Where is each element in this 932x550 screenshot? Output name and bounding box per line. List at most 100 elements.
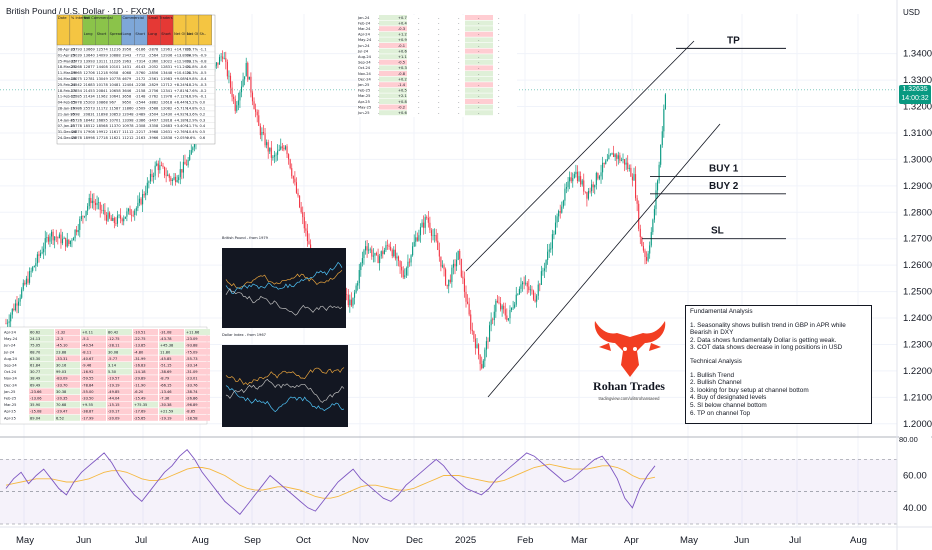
candle-body: [132, 214, 134, 216]
seasonality-cell: -: [418, 27, 420, 31]
cot-cell: 10701: [109, 118, 120, 122]
candle-body: [388, 245, 390, 247]
candle-body: [410, 255, 412, 263]
candle-body: [77, 229, 79, 233]
monthly-cell: 75.05: [30, 344, 40, 348]
candle-body: [10, 314, 12, 322]
cot-cell: 25.7%: [187, 48, 199, 52]
time-tick-label: Nov: [352, 535, 369, 546]
candle-body: [292, 176, 294, 179]
seasonality-cell-bg: [465, 26, 493, 32]
monthly-cell-bg: [185, 329, 210, 335]
monthly-cell-bg: [133, 335, 158, 342]
cot-cell: 12048: [122, 112, 134, 116]
candle-body: [120, 215, 122, 219]
seasonality-cell: -0.5: [398, 61, 405, 65]
candle-body: [386, 245, 389, 246]
candle-body: [129, 208, 131, 215]
candle-body: [107, 212, 109, 221]
seasonality-cell-bg: [465, 71, 493, 76]
cot-cell: 33773: [71, 59, 82, 63]
cot-cell: 13448: [161, 71, 173, 75]
candle-body: [21, 289, 23, 298]
cot-cell: 11370: [109, 124, 121, 128]
candle-body: [427, 218, 429, 223]
monthly-cell: -96.89: [186, 403, 198, 407]
cot-cell: 18-Feb-25: [58, 89, 76, 93]
cot-cell: -2489: [135, 112, 146, 116]
candle-body: [171, 179, 173, 181]
candle-body: [52, 231, 54, 241]
candle-body: [465, 291, 467, 302]
rsi-top-label: 80.00: [899, 435, 931, 444]
candle-body: [608, 155, 610, 160]
candle-body: [302, 212, 304, 218]
trendlines[interactable]: [465, 40, 721, 398]
candle-body: [493, 311, 495, 321]
seasonality-cell: -: [378, 100, 380, 104]
monthly-cell-bg: [107, 414, 132, 421]
candle-body: [217, 62, 219, 65]
candle-body: [592, 184, 594, 188]
monthly-cell-bg: [107, 335, 132, 342]
candle-body: [346, 294, 348, 295]
seasonality-cell: -: [458, 83, 460, 87]
seasonality-cell: -: [498, 16, 500, 20]
candle-body: [30, 270, 32, 272]
cot-cell: 12618: [161, 101, 173, 105]
monthly-cell-bg: [55, 395, 80, 401]
monthly-cell-bg: [55, 368, 80, 375]
cot-cell: -6143: [135, 65, 145, 69]
monthly-cell: -17.69: [134, 410, 146, 414]
candle-body: [419, 227, 422, 236]
cot-cell: +6.44%: [174, 101, 189, 105]
monthly-cell-bg: [159, 395, 184, 401]
candle-body: [518, 288, 520, 295]
candle-body: [653, 208, 655, 220]
candle-body: [454, 263, 456, 267]
candle-body: [573, 174, 575, 179]
seasonality-cell: -: [418, 105, 420, 109]
candle-body: [13, 308, 15, 311]
seasonality-cell-bg: [379, 20, 407, 26]
monthly-cell: 24.13: [30, 337, 40, 341]
cot-cell: 1963: [122, 59, 131, 63]
price-levels[interactable]: TP BUY 1 BUY 2 SL: [642, 35, 786, 240]
cot-cell: 11216: [109, 48, 121, 52]
candle-body: [85, 210, 87, 217]
candle-body: [355, 285, 357, 293]
seasonality-cell: -: [418, 111, 420, 115]
monthly-cell: -83.09: [56, 377, 68, 381]
candle-body: [295, 182, 297, 193]
candle-body: [8, 321, 10, 323]
candle-body: [639, 228, 641, 238]
candle-body: [60, 234, 62, 244]
seasonality-cell: -: [418, 77, 420, 81]
monthly-cell: -78.84: [82, 383, 94, 387]
cot-cell: 04-Mar-25: [58, 77, 76, 81]
candle-body: [25, 278, 27, 285]
candle-body: [589, 190, 591, 192]
cot-cell: -7314: [135, 59, 146, 63]
monthly-cell-bg: [29, 388, 54, 395]
seasonality-cell: +0.3: [398, 66, 407, 70]
candle-body: [47, 237, 49, 242]
candle-body: [506, 315, 508, 320]
candle-body: [101, 209, 103, 211]
cot-subheader-label: Short: [161, 32, 171, 36]
candle-body: [498, 302, 500, 304]
candle-body: [148, 181, 150, 183]
candle-body: [641, 237, 643, 247]
candle-body: [559, 211, 561, 213]
seasonality-cell: -0.1: [398, 44, 405, 48]
monthly-cell: 60.62: [30, 331, 40, 335]
cot-cell: 12838: [161, 136, 173, 140]
monthly-cell-bg: [81, 342, 106, 349]
seasonality-cell: -: [498, 77, 500, 81]
cot-cell: 13111: [96, 59, 107, 63]
cot-subheader-label: Long: [84, 32, 93, 36]
seasonality-cell-bg: [379, 31, 407, 37]
monthly-cell: +9.55: [82, 403, 93, 407]
candle-body: [372, 255, 374, 257]
